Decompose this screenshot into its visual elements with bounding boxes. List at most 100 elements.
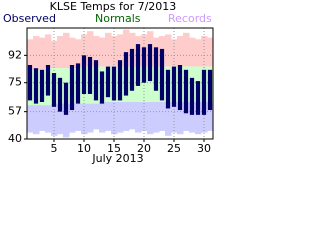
observed-bar [147,44,153,82]
record-low-band [27,105,34,133]
x-tick-label: 25 [167,142,181,155]
y-tick-label: 40 [8,132,22,145]
observed-bar [39,69,45,102]
record-high-band [183,32,190,67]
record-high-band [195,39,202,67]
record-low-band [57,103,64,135]
plot-frame [26,27,214,140]
observed-bar [159,48,165,101]
record-low-band [63,103,70,138]
observed-bar [195,81,201,115]
record-high-band [99,37,106,67]
observed-bar [105,66,111,98]
record-low-band [165,102,172,136]
record-low-band [195,102,202,135]
record-low-band [93,103,100,130]
record-low-band [99,102,106,133]
record-high-band [123,29,130,67]
observed-bar [27,65,33,101]
record-high-band [33,36,40,70]
record-low-band [189,102,196,133]
observed-bar [153,47,159,91]
record-low-band [135,102,142,133]
record-high-band [57,36,64,69]
record-low-band [141,102,148,131]
observed-bar [99,71,105,104]
record-low-band [123,102,130,131]
observed-bar [63,82,69,115]
record-low-band [51,103,58,136]
legend-label: Records [168,12,212,25]
observed-bar [57,77,63,112]
observed-bar [207,69,213,111]
record-high-band [105,32,112,67]
record-low-band [33,105,40,135]
record-low-band [69,103,76,133]
legend-label: Normals [95,12,141,25]
y-tick-label: 57 [8,105,22,118]
chart-title: KLSE Temps for 7/2013 [50,0,177,13]
record-low-band [171,102,178,133]
record-low-band [75,103,82,131]
x-tick-label: 20 [137,142,151,155]
record-high-band [39,37,46,70]
record-high-band [69,37,76,69]
observed-bar [45,65,51,96]
record-high-band [201,36,208,67]
observed-bar [165,69,171,109]
record-low-band [105,102,112,131]
record-low-band [87,103,94,133]
record-high-band [207,37,214,67]
record-low-band [117,102,124,133]
record-low-band [159,102,166,131]
record-low-band [207,102,214,131]
observed-bar [129,48,135,91]
observed-bar [201,69,207,115]
record-low-band [147,102,154,135]
observed-bar [75,63,81,104]
record-high-band [177,36,184,67]
observed-bar [87,56,93,94]
record-high-band [81,34,88,67]
record-low-band [45,105,52,133]
observed-bar [51,73,57,107]
record-low-band [153,102,160,133]
record-high-band [111,36,118,67]
record-high-band [165,34,172,67]
observed-bar [81,55,87,94]
observed-bar [177,65,183,111]
record-low-band [177,102,184,135]
observed-bar [69,65,75,111]
x-tick-label: 10 [77,142,91,155]
record-high-band [27,39,34,70]
record-high-band [189,37,196,67]
observed-bar [111,66,117,101]
x-tick-label: 15 [107,142,121,155]
normal-band [141,66,148,102]
x-axis-label: July 2013 [91,152,143,165]
observed-bar [141,47,147,83]
observed-bar [135,44,141,86]
y-tick-label: 92 [8,48,22,61]
record-high-band [45,34,52,69]
record-high-band [75,39,82,69]
record-high-band [51,40,58,69]
normal-band [147,66,154,102]
observed-bar [33,68,39,104]
record-high-band [93,36,100,67]
observed-bar [183,69,189,114]
chart: KLSE Temps for 7/2013 July 2013 Observed… [3,0,214,165]
x-tick-label: 5 [51,142,58,155]
record-low-band [183,102,190,131]
y-tick-label: 75 [8,76,22,89]
legend-label: Observed [3,12,56,25]
observed-bar [171,66,177,107]
observed-bar [93,60,99,101]
record-high-band [63,32,70,69]
record-low-band [129,102,136,130]
observed-bar [189,77,195,115]
observed-bar [123,52,129,96]
record-low-band [201,102,208,133]
record-low-band [39,105,46,131]
x-tick-label: 30 [197,142,211,155]
